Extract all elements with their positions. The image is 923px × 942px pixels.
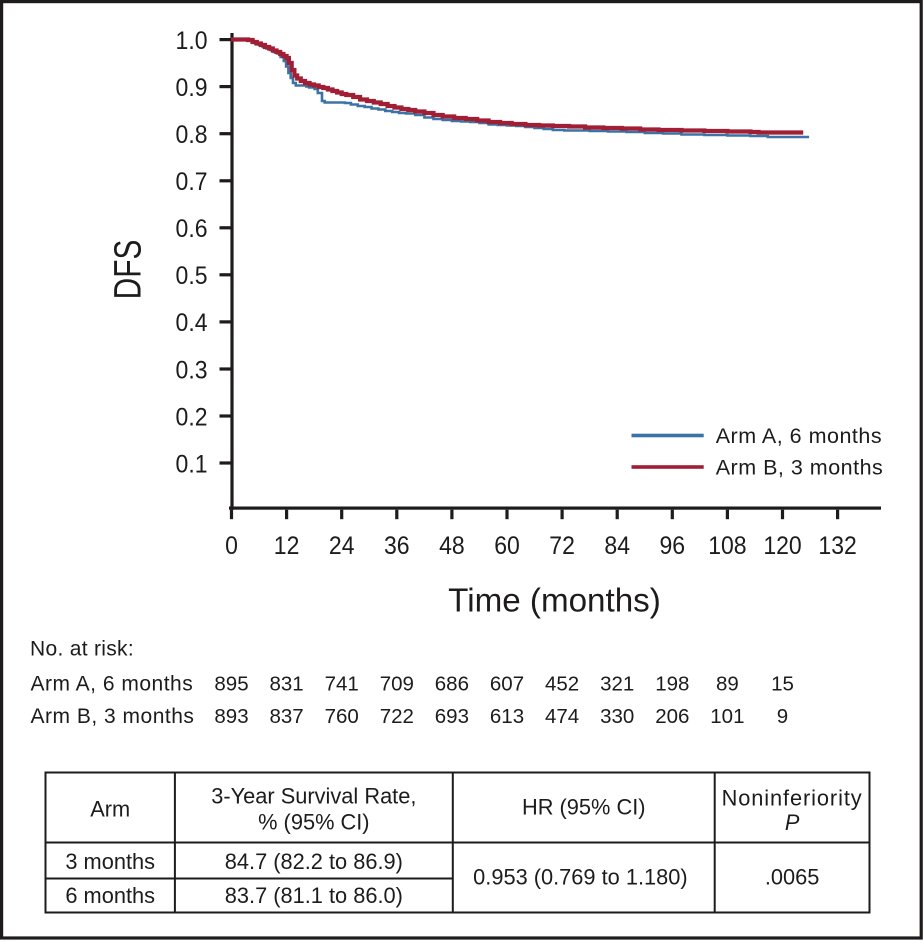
svg-text:89: 89 — [716, 672, 739, 695]
svg-text:96: 96 — [660, 532, 686, 560]
svg-text:83.7 (81.1 to 86.0): 83.7 (81.1 to 86.0) — [225, 883, 403, 908]
svg-text:Arm B, 3 months: Arm B, 3 months — [716, 456, 884, 480]
svg-text:709: 709 — [380, 672, 414, 695]
svg-text:Arm B, 3 months: Arm B, 3 months — [31, 705, 195, 728]
svg-text:% (95% CI): % (95% CI) — [258, 810, 369, 835]
svg-text:HR (95% CI): HR (95% CI) — [522, 795, 646, 820]
svg-text:Arm A, 6 months: Arm A, 6 months — [716, 424, 882, 448]
svg-text:321: 321 — [600, 672, 634, 695]
svg-text:741: 741 — [325, 672, 359, 695]
svg-text:Time (months): Time (months) — [448, 583, 661, 620]
svg-text:Arm A, 6 months: Arm A, 6 months — [31, 672, 194, 695]
svg-text:108: 108 — [708, 532, 746, 560]
svg-text:474: 474 — [545, 705, 579, 728]
svg-text:0.5: 0.5 — [176, 262, 208, 290]
svg-text:760: 760 — [325, 705, 359, 728]
svg-text:831: 831 — [269, 672, 303, 695]
svg-text:452: 452 — [545, 672, 579, 695]
svg-text:686: 686 — [435, 672, 469, 695]
svg-text:206: 206 — [655, 705, 689, 728]
svg-text:DFS: DFS — [107, 240, 149, 300]
svg-text:36: 36 — [384, 532, 410, 560]
svg-text:0.3: 0.3 — [176, 356, 208, 384]
svg-text:84: 84 — [604, 532, 630, 560]
svg-text:84.7 (82.2 to 86.9): 84.7 (82.2 to 86.9) — [225, 849, 403, 874]
svg-text:0.8: 0.8 — [176, 121, 208, 149]
svg-text:613: 613 — [490, 705, 524, 728]
svg-text:330: 330 — [600, 705, 634, 728]
svg-text:837: 837 — [269, 705, 303, 728]
svg-text:101: 101 — [710, 705, 744, 728]
svg-text:72: 72 — [549, 532, 575, 560]
svg-text:198: 198 — [655, 672, 689, 695]
svg-text:No. at risk:: No. at risk: — [30, 638, 134, 661]
svg-text:0.6: 0.6 — [176, 215, 208, 243]
svg-text:693: 693 — [435, 705, 469, 728]
svg-text:Noninferiority: Noninferiority — [722, 786, 863, 811]
svg-text:0.9: 0.9 — [176, 74, 208, 102]
svg-text:607: 607 — [490, 672, 524, 695]
svg-text:0: 0 — [225, 532, 238, 560]
svg-text:722: 722 — [380, 705, 414, 728]
svg-text:12: 12 — [274, 532, 300, 560]
svg-text:15: 15 — [771, 672, 794, 695]
svg-text:0.1: 0.1 — [176, 451, 208, 479]
svg-text:6 months: 6 months — [65, 883, 155, 908]
svg-text:0.953 (0.769 to 1.180): 0.953 (0.769 to 1.180) — [473, 864, 688, 889]
svg-text:132: 132 — [818, 532, 856, 560]
svg-text:3 months: 3 months — [65, 849, 155, 874]
svg-text:24: 24 — [329, 532, 355, 560]
svg-text:1.0: 1.0 — [176, 27, 208, 55]
svg-text:3-Year Survival Rate,: 3-Year Survival Rate, — [211, 783, 416, 808]
svg-text:0.2: 0.2 — [176, 403, 208, 431]
svg-text:895: 895 — [214, 672, 248, 695]
svg-text:893: 893 — [214, 705, 248, 728]
svg-text:P: P — [785, 810, 800, 835]
svg-text:0.4: 0.4 — [176, 309, 208, 337]
svg-text:120: 120 — [763, 532, 801, 560]
svg-text:Arm: Arm — [90, 797, 130, 822]
svg-text:60: 60 — [494, 532, 520, 560]
svg-text:48: 48 — [439, 532, 465, 560]
svg-text:.0065: .0065 — [765, 864, 820, 889]
svg-text:9: 9 — [777, 705, 788, 728]
svg-text:0.7: 0.7 — [176, 168, 208, 196]
